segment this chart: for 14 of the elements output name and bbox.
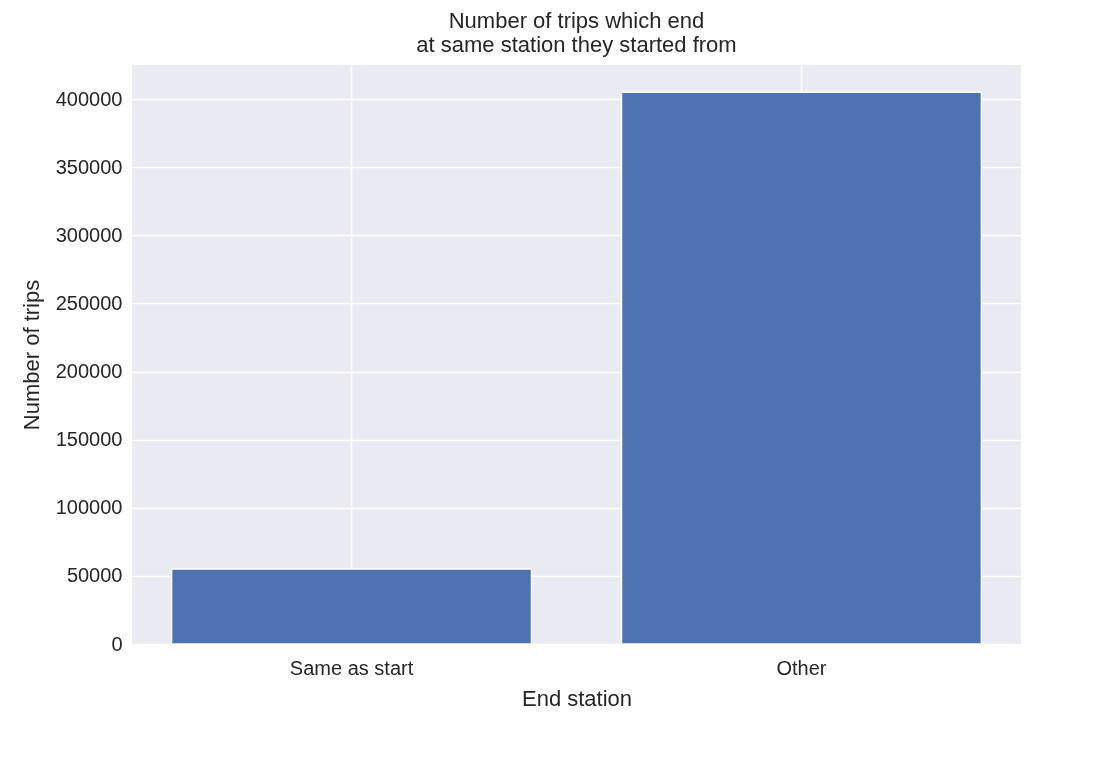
y-tick-label: 400000 <box>55 87 123 110</box>
y-axis-title: Number of trips <box>18 279 44 431</box>
y-tick-label: 50000 <box>66 564 123 587</box>
y-tick-label: 100000 <box>55 496 123 519</box>
x-tick-label: Same as start <box>289 656 414 679</box>
x-axis-title: End station <box>521 685 633 711</box>
chart-title: Number of trips which end at same station they started from <box>416 8 737 57</box>
y-tick-label: 300000 <box>55 223 123 246</box>
y-tick-label: 350000 <box>55 155 123 178</box>
y-tick-label: 200000 <box>55 360 123 383</box>
x-tick-label: Other <box>776 656 827 679</box>
y-tick-label: 250000 <box>55 291 123 314</box>
y-tick-label: 150000 <box>55 428 123 451</box>
y-tick-label: 0 <box>111 632 123 655</box>
